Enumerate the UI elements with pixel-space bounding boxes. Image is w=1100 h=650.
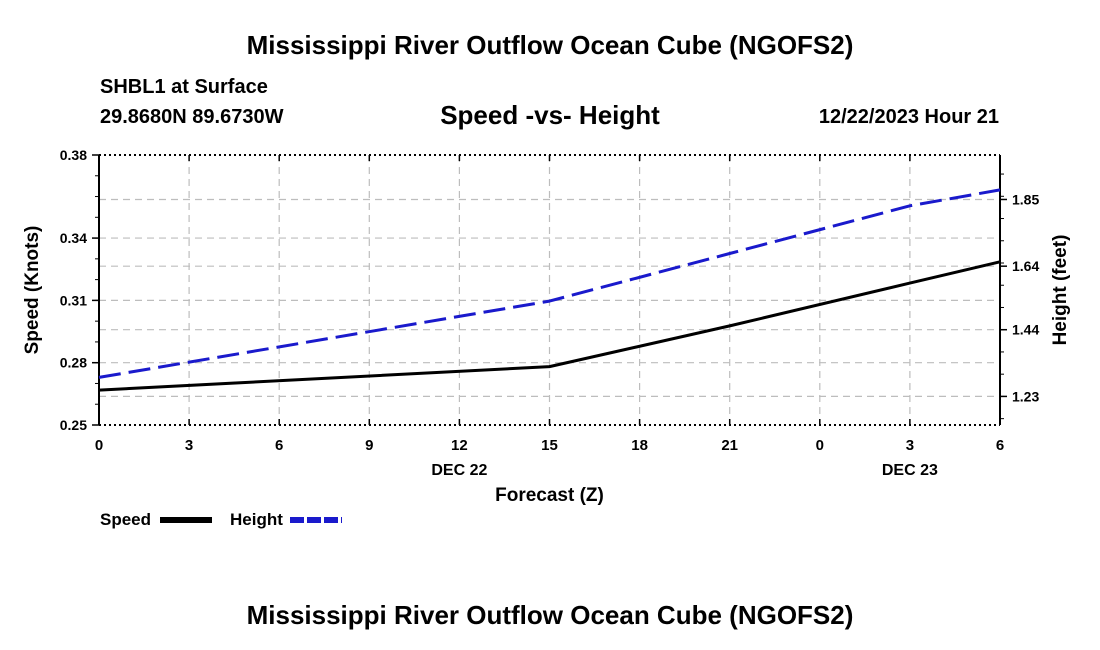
x-tick-label: 0: [95, 437, 103, 454]
x-tick-label: 18: [631, 437, 648, 454]
y-tick-label: 0.31: [60, 292, 87, 308]
x-axis-label: Forecast (Z): [495, 485, 604, 506]
series-line-height: [98, 188, 1001, 379]
y2-axis-label: Height (feet): [1050, 235, 1071, 346]
x-tick-label: 9: [365, 437, 373, 454]
y-tick-label: 0.38: [60, 147, 87, 163]
x-date-label: DEC 23: [882, 462, 938, 479]
y2-tick-label: 1.85: [1012, 191, 1039, 207]
x-tick-label: 12: [451, 437, 468, 454]
x-tick-label: 15: [541, 437, 558, 454]
page-title: Mississippi River Outflow Ocean Cube (NG…: [246, 30, 854, 60]
x-tick-label: 3: [185, 437, 193, 454]
x-tick-label: 3: [906, 437, 914, 454]
footer-title: Mississippi River Outflow Ocean Cube (NG…: [246, 600, 854, 630]
y2-tick-label: 1.23: [1012, 388, 1039, 404]
legend-speed-label: Speed: [100, 510, 152, 529]
legend-speed-swatch: [160, 517, 212, 523]
x-tick-label: 0: [816, 437, 824, 454]
chart-title: Speed -vs- Height: [440, 100, 660, 130]
datetime-label: 12/22/2023 Hour 21: [818, 106, 999, 128]
y2-tick-label: 1.64: [1012, 258, 1039, 274]
y-tick-label: 0.34: [60, 230, 87, 246]
legend-height-label: Height: [230, 510, 283, 529]
y-tick-label: 0.25: [60, 417, 87, 433]
x-tick-label: 6: [275, 437, 283, 454]
y-tick-label: 0.28: [60, 355, 87, 371]
x-tick-label: 6: [996, 437, 1004, 454]
y2-tick-label: 1.44: [1012, 322, 1039, 338]
station-label: SHBL1 at Surface: [100, 76, 268, 98]
series-line-speed: [98, 260, 1001, 392]
x-tick-label: 21: [721, 437, 738, 454]
y-axis-label: Speed (Knots): [22, 226, 43, 355]
x-date-label: DEC 22: [431, 462, 487, 479]
legend-height-swatch: [290, 517, 342, 523]
coordinates-label: 29.8680N 89.6730W: [100, 106, 284, 128]
